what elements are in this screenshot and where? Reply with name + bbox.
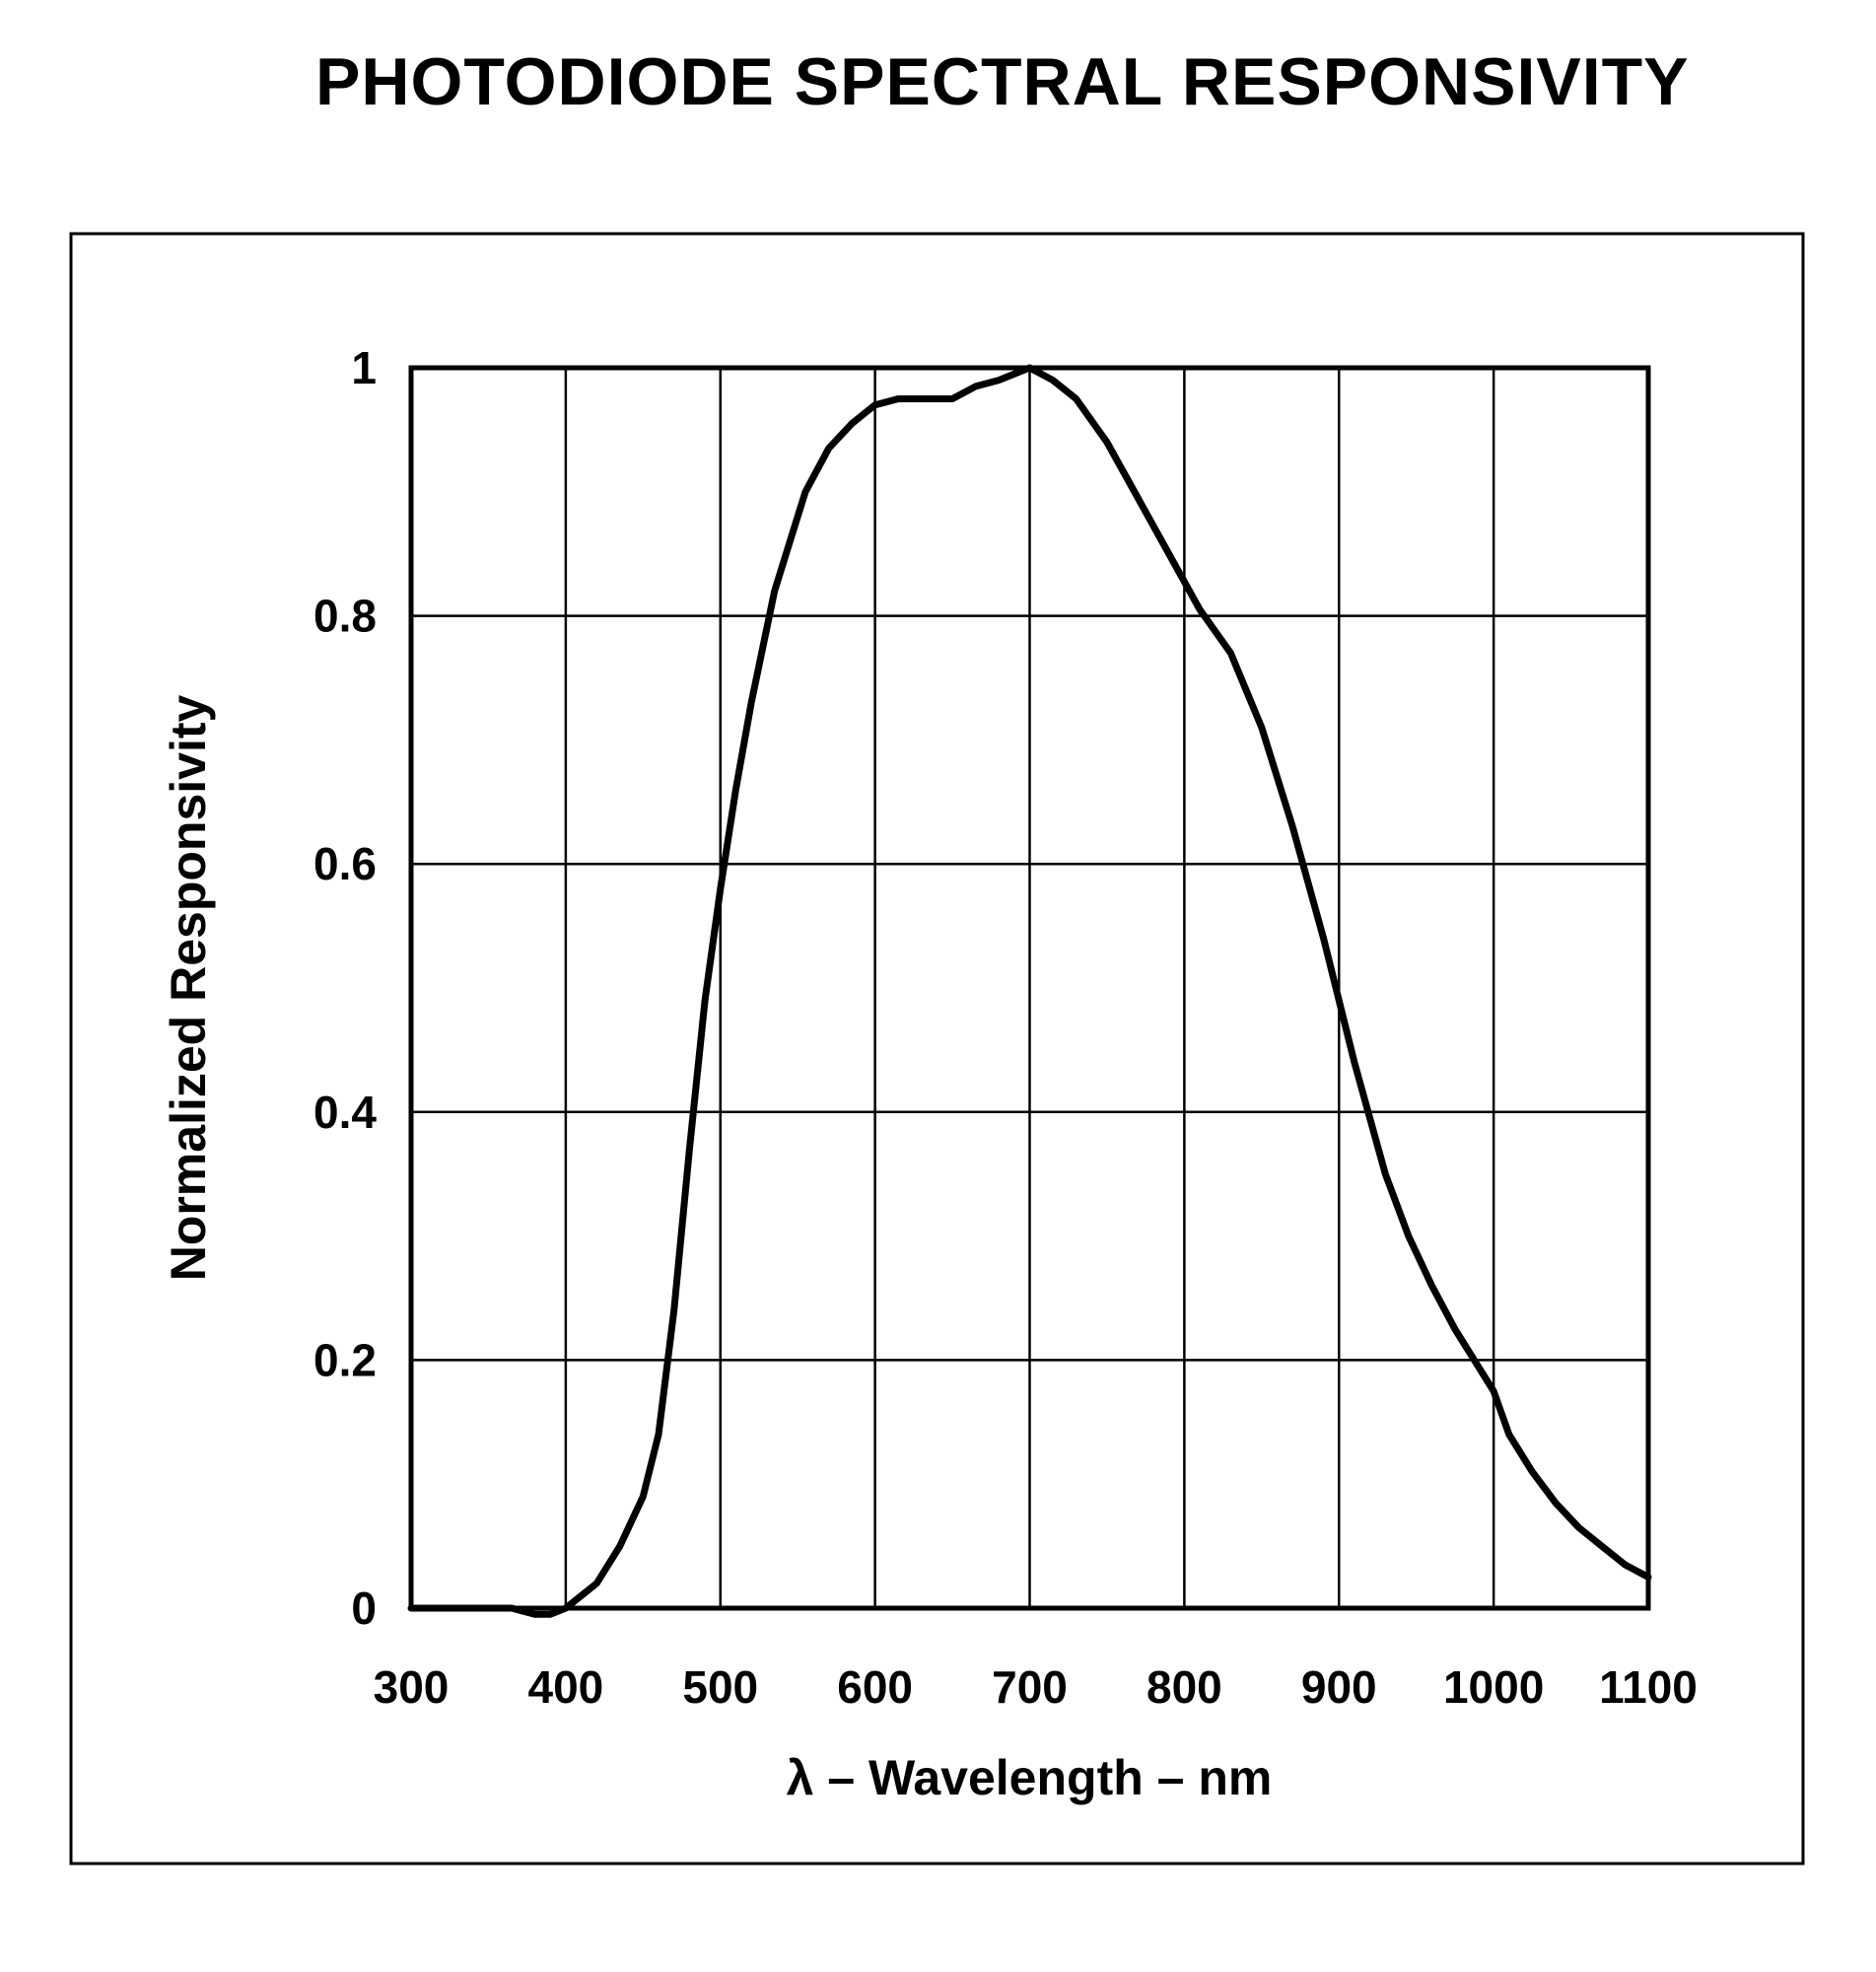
y-tick-label-0.6: 0.6 <box>313 838 377 889</box>
x-tick-label-300: 300 <box>374 1661 450 1713</box>
x-axis-label: λ – Wavelength – nm <box>787 1750 1273 1805</box>
x-tick-label-900: 900 <box>1301 1661 1377 1713</box>
y-tick-label-0: 0 <box>351 1583 377 1634</box>
x-tick-label-1100: 1100 <box>1599 1661 1698 1713</box>
outer-frame <box>69 232 1805 1866</box>
chart-title-text: PHOTODIODE SPECTRAL RESPONSIVITY <box>315 44 1690 119</box>
x-tick-label-700: 700 <box>992 1661 1068 1713</box>
responsivity-curve <box>407 364 1652 1618</box>
y-tick-label-0.8: 0.8 <box>313 591 377 642</box>
x-tick-label-1000: 1000 <box>1443 1661 1544 1713</box>
x-tick-label-500: 500 <box>682 1661 758 1713</box>
y-tick-label-1: 1 <box>351 342 377 393</box>
tick-labels: 300 400 500 600 700 800 900 1000 1100 0 0.2 0.4 0.6 0… <box>313 342 1698 1713</box>
x-tick-label-400: 400 <box>528 1661 604 1713</box>
y-axis-label: Normalized Responsivity <box>161 695 216 1282</box>
x-tick-label-800: 800 <box>1146 1661 1222 1713</box>
y-tick-label-0.2: 0.2 <box>313 1334 377 1385</box>
x-tick-label-600: 600 <box>837 1661 913 1713</box>
y-tick-label-0.4: 0.4 <box>313 1087 377 1138</box>
grid-lines <box>411 368 1648 1608</box>
